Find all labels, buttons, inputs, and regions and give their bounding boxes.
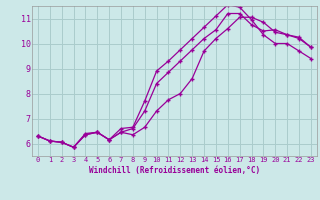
X-axis label: Windchill (Refroidissement éolien,°C): Windchill (Refroidissement éolien,°C) <box>89 166 260 175</box>
